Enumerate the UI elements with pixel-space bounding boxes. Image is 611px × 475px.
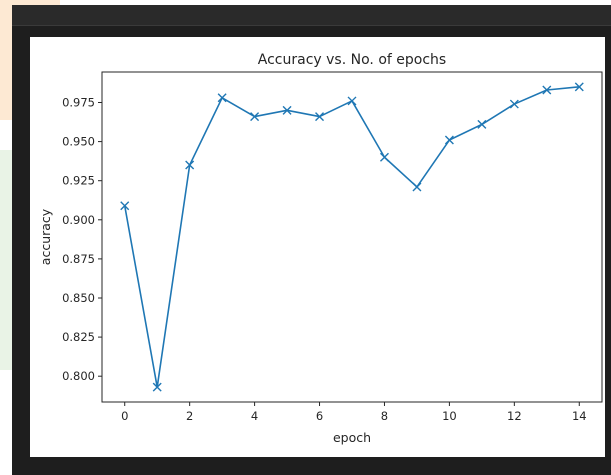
y-tick-label: 0.900: [62, 213, 95, 227]
x-tick-label: 14: [572, 409, 587, 423]
data-point-marker: [509, 99, 519, 109]
data-point-marker: [120, 201, 130, 211]
y-tick-label: 0.825: [62, 330, 95, 344]
x-tick-label: 4: [251, 409, 258, 423]
data-point-marker: [282, 105, 292, 115]
accuracy-line-chart: Accuracy vs. No. of epochs 0 2 4 6 8 10 12 14 0…: [38, 52, 603, 445]
x-tick-label: 6: [316, 409, 323, 423]
x-tick-label: 10: [442, 409, 457, 423]
data-point-marker: [379, 152, 389, 162]
y-tick-label: 0.875: [62, 252, 95, 266]
x-tick-label: 12: [507, 409, 522, 423]
data-point-marker: [542, 85, 552, 95]
y-axis-ticks: 0.800 0.825 0.850 0.875 0.900 0.925 0.950 0.975: [62, 95, 102, 383]
plot-area: [101, 71, 603, 403]
data-point-marker: [347, 96, 357, 106]
x-axis-label: epoch: [333, 430, 371, 445]
data-point-marker: [574, 82, 584, 92]
y-tick-label: 0.850: [62, 291, 95, 305]
y-tick-label: 0.925: [62, 174, 95, 188]
data-point-marker: [477, 119, 487, 129]
y-axis-label: accuracy: [38, 208, 53, 265]
data-point-marker: [444, 135, 454, 145]
data-point-marker: [315, 112, 325, 122]
data-point-marker: [152, 382, 162, 392]
x-tick-label: 8: [381, 409, 388, 423]
chart-title: Accuracy vs. No. of epochs: [258, 52, 446, 68]
y-tick-label: 0.950: [62, 135, 95, 149]
data-point-marker: [250, 112, 260, 122]
x-tick-label: 2: [186, 409, 193, 423]
x-axis-ticks: 0 2 4 6 8 10 12 14: [121, 402, 587, 423]
data-point-marker: [185, 160, 195, 170]
data-point-marker: [412, 182, 422, 192]
plot-card: Accuracy vs. No. of epochs 0 2 4 6 8 10 12 14 0…: [30, 37, 605, 457]
series-accuracy: [120, 82, 584, 392]
y-tick-label: 0.800: [62, 369, 95, 383]
notebook-output-toolbar: [12, 5, 611, 26]
y-tick-label: 0.975: [62, 95, 95, 109]
x-tick-label: 0: [121, 409, 128, 423]
data-point-marker: [217, 93, 227, 103]
